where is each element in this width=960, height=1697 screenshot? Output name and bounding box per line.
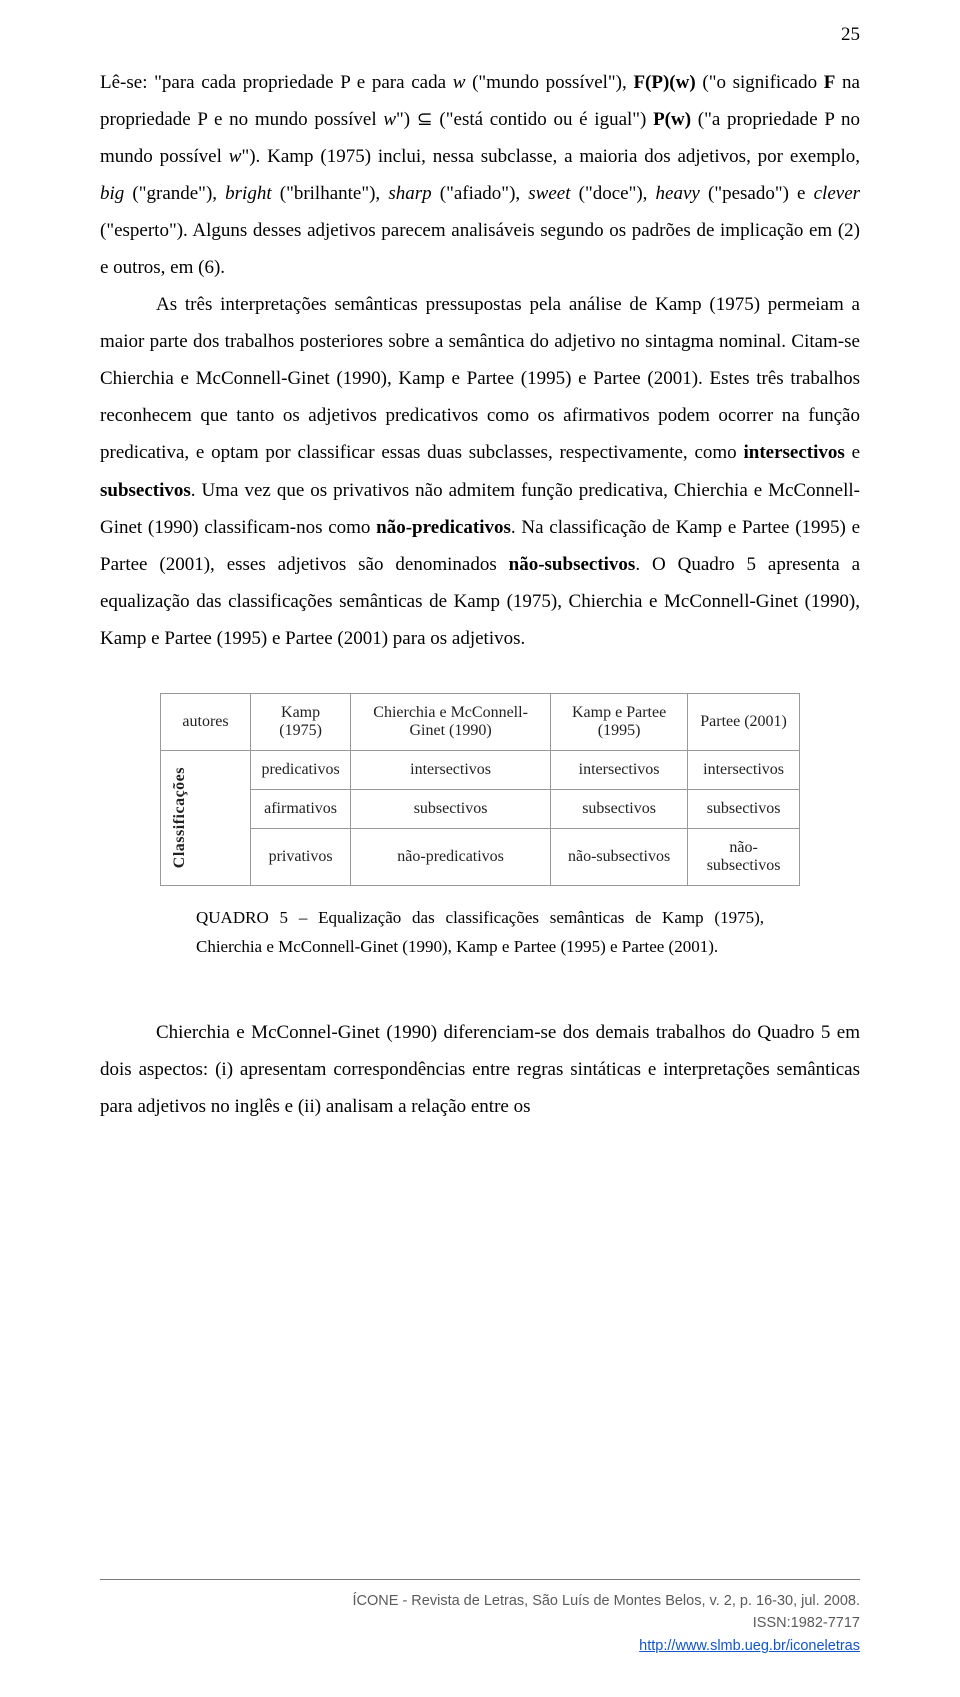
text: e (845, 442, 860, 463)
classification-table: autoresKamp (1975)Chierchia e McConnell-… (160, 693, 800, 886)
table-cell: subsectivos (688, 789, 800, 828)
text: ("esperto"). Alguns desses adjetivos par… (100, 220, 860, 278)
col-header: Kamp e Partee (1995) (551, 693, 688, 750)
var-w: w (383, 109, 396, 130)
paragraph-3: Chierchia e McConnel-Ginet (1990) difere… (100, 1014, 860, 1125)
text: ("doce"), (571, 183, 656, 204)
table-cell: não-subsectivos (551, 828, 688, 885)
page-footer: ÍCONE - Revista de Letras, São Luís de M… (100, 1579, 860, 1657)
adj-heavy: heavy (656, 183, 700, 204)
footer-link[interactable]: http://www.slmb.ueg.br/iconeletras (639, 1638, 860, 1654)
fpw: F(P)(w) (633, 72, 695, 93)
text: As três interpretações semânticas pressu… (100, 294, 860, 463)
table-row: privativosnão-predicativosnão-subsectivo… (161, 828, 800, 885)
corner-autores: autores (161, 693, 251, 750)
subset-symbol: ⊆ (417, 109, 433, 130)
table-cell: subsectivos (351, 789, 551, 828)
text: ("está contido ou é igual") (433, 109, 653, 130)
text: ("mundo possível"), (465, 72, 633, 93)
table-cell: intersectivos (551, 750, 688, 789)
table-cell: intersectivos (688, 750, 800, 789)
bold-nao-predicativos: não-predicativos (376, 517, 511, 538)
col-header: Partee (2001) (688, 693, 800, 750)
text: ("o significado (696, 72, 824, 93)
table-row: afirmativossubsectivossubsectivossubsect… (161, 789, 800, 828)
text: ("brilhante"), (272, 183, 389, 204)
Pw: P(w) (653, 109, 691, 130)
table-row: Classificaçõespredicativosintersectivosi… (161, 750, 800, 789)
text: ") (396, 109, 417, 130)
adj-sweet: sweet (528, 183, 570, 204)
adj-bright: bright (225, 183, 271, 204)
var-w: w (453, 72, 466, 93)
text: ("afiado"), (432, 183, 529, 204)
table-cell: não-predicativos (351, 828, 551, 885)
table-cell: intersectivos (351, 750, 551, 789)
col-header: Kamp (1975) (251, 693, 351, 750)
table-cell: afirmativos (251, 789, 351, 828)
table-cell: não-subsectivos (688, 828, 800, 885)
body-text: Lê-se: "para cada propriedade P e para c… (100, 64, 860, 657)
lower-body-text: Chierchia e McConnel-Ginet (1990) difere… (100, 1014, 860, 1125)
table-cell: privativos (251, 828, 351, 885)
adj-big: big (100, 183, 124, 204)
adj-sharp: sharp (388, 183, 431, 204)
text: Lê-se: "para cada propriedade P e para c… (100, 72, 453, 93)
table-header-row: autoresKamp (1975)Chierchia e McConnell-… (161, 693, 800, 750)
text: ("pesado") e (700, 183, 814, 204)
footer-issn: ISSN:1982-7717 (100, 1612, 860, 1634)
var-w: w (229, 146, 242, 167)
adj-clever: clever (814, 183, 860, 204)
text: ("grande"), (124, 183, 225, 204)
col-header: Chierchia e McConnell-Ginet (1990) (351, 693, 551, 750)
footer-line: ÍCONE - Revista de Letras, São Luís de M… (100, 1590, 860, 1612)
F: F (824, 72, 836, 93)
table-figure: autoresKamp (1975)Chierchia e McConnell-… (160, 693, 800, 962)
page-number: 25 (841, 24, 860, 46)
bold-nao-subsectivos: não-subsectivos (509, 554, 636, 575)
bold-intersectivos: intersectivos (743, 442, 844, 463)
table-cell: predicativos (251, 750, 351, 789)
footer-link-wrap: http://www.slmb.ueg.br/iconeletras (100, 1635, 860, 1657)
bold-subsectivos: subsectivos (100, 480, 191, 501)
paragraph-1: Lê-se: "para cada propriedade P e para c… (100, 64, 860, 286)
side-label-cell: Classificações (161, 750, 251, 885)
side-label: Classificações (169, 761, 191, 874)
table-caption: QUADRO 5 – Equalização das classificaçõe… (196, 904, 764, 962)
text: "). Kamp (1975) inclui, nessa subclasse,… (241, 146, 860, 167)
table-cell: subsectivos (551, 789, 688, 828)
paragraph-2: As três interpretações semânticas pressu… (100, 286, 860, 656)
